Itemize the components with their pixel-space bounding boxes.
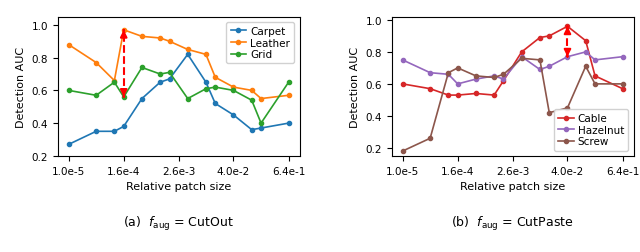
Grid <box>111 81 118 84</box>
Carpet <box>65 143 72 146</box>
Cable <box>426 88 434 91</box>
Cable <box>536 37 544 40</box>
Text: (b)  $f_{\mathrm{aug}}$ = CutPaste: (b) $f_{\mathrm{aug}}$ = CutPaste <box>451 214 574 232</box>
Cable <box>500 80 508 83</box>
Leather <box>184 49 191 52</box>
Leather <box>156 37 164 40</box>
Legend: Carpet, Leather, Grid: Carpet, Leather, Grid <box>227 23 294 64</box>
Grid <box>138 67 146 70</box>
Cable <box>490 94 498 97</box>
Screw <box>454 67 461 70</box>
Cable <box>399 83 406 86</box>
Hazelnut <box>472 78 480 81</box>
Screw <box>445 72 452 75</box>
Leather <box>230 86 237 89</box>
Carpet <box>156 81 164 84</box>
Leather <box>92 62 100 65</box>
Y-axis label: Detection AUC: Detection AUC <box>16 47 26 127</box>
Leather <box>65 44 72 47</box>
Leather <box>166 41 173 44</box>
Carpet <box>184 54 191 57</box>
Grid <box>156 73 164 76</box>
Grid <box>120 96 127 99</box>
Hazelnut <box>619 56 627 59</box>
Screw <box>582 66 589 69</box>
Grid <box>257 122 265 125</box>
Line: Screw: Screw <box>401 57 625 153</box>
Carpet <box>92 130 100 133</box>
X-axis label: Relative patch size: Relative patch size <box>126 181 231 191</box>
Cable <box>591 75 599 78</box>
Grid <box>248 99 255 102</box>
Y-axis label: Detection AUC: Detection AUC <box>350 47 360 127</box>
X-axis label: Relative patch size: Relative patch size <box>460 181 565 191</box>
Screw <box>591 83 599 86</box>
Hazelnut <box>582 51 589 54</box>
Leather <box>138 36 146 39</box>
Hazelnut <box>426 72 434 75</box>
Grid <box>65 89 72 92</box>
Line: Grid: Grid <box>67 66 291 126</box>
Leather <box>285 94 292 98</box>
Carpet <box>120 125 127 129</box>
Hazelnut <box>454 83 461 86</box>
Grid <box>166 72 173 75</box>
Leather <box>120 29 127 32</box>
Carpet <box>248 129 255 132</box>
Line: Cable: Cable <box>401 25 625 98</box>
Carpet <box>257 127 265 130</box>
Screw <box>564 107 572 110</box>
Leather <box>211 76 219 79</box>
Hazelnut <box>399 59 406 62</box>
Cable <box>454 94 461 97</box>
Line: Leather: Leather <box>67 29 291 101</box>
Cable <box>545 35 553 38</box>
Grid <box>211 86 219 89</box>
Hazelnut <box>500 78 508 81</box>
Hazelnut <box>545 66 553 69</box>
Screw <box>619 83 627 86</box>
Grid <box>202 88 210 91</box>
Screw <box>472 75 480 78</box>
Screw <box>545 112 553 115</box>
Line: Carpet: Carpet <box>67 53 291 147</box>
Hazelnut <box>490 75 498 78</box>
Hazelnut <box>591 59 599 62</box>
Carpet <box>211 103 219 106</box>
Carpet <box>166 78 173 81</box>
Line: Hazelnut: Hazelnut <box>401 51 625 87</box>
Grid <box>230 89 237 92</box>
Cable <box>472 92 480 96</box>
Hazelnut <box>536 69 544 72</box>
Cable <box>518 51 525 54</box>
Grid <box>285 81 292 84</box>
Carpet <box>285 122 292 125</box>
Cable <box>619 88 627 91</box>
Text: (a)  $f_{\mathrm{aug}}$ = CutOut: (a) $f_{\mathrm{aug}}$ = CutOut <box>123 214 234 232</box>
Grid <box>92 94 100 98</box>
Screw <box>490 77 498 80</box>
Cable <box>564 26 572 29</box>
Hazelnut <box>445 74 452 77</box>
Carpet <box>230 114 237 117</box>
Screw <box>426 137 434 140</box>
Screw <box>399 150 406 153</box>
Leather <box>257 98 265 101</box>
Screw <box>518 57 525 60</box>
Hazelnut <box>564 56 572 59</box>
Cable <box>582 40 589 43</box>
Legend: Cable, Hazelnut, Screw: Cable, Hazelnut, Screw <box>554 110 628 151</box>
Screw <box>536 59 544 62</box>
Leather <box>111 80 118 83</box>
Leather <box>248 89 255 92</box>
Hazelnut <box>518 56 525 59</box>
Carpet <box>111 130 118 133</box>
Grid <box>184 98 191 101</box>
Carpet <box>138 98 146 101</box>
Leather <box>202 54 210 57</box>
Screw <box>500 74 508 77</box>
Carpet <box>202 81 210 84</box>
Cable <box>445 94 452 97</box>
